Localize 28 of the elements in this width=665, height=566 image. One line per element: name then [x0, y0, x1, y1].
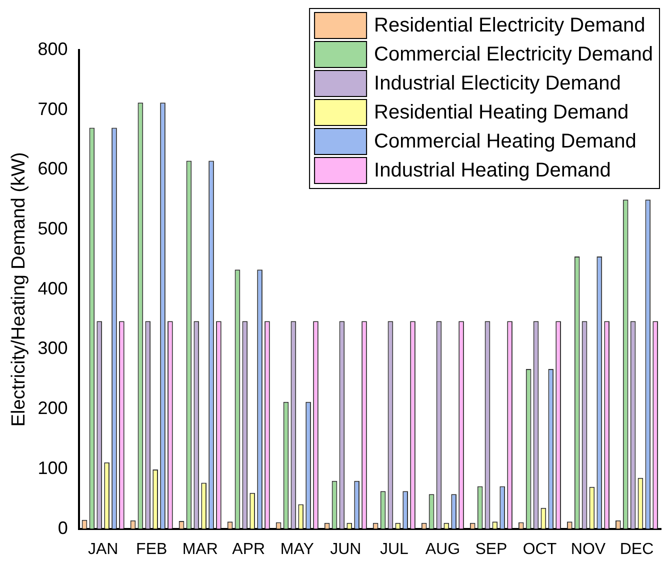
- x-tick-label: AUG: [425, 540, 460, 558]
- x-tick-label: DEC: [620, 540, 654, 558]
- y-tick-label: 500: [38, 218, 68, 239]
- x-tick-label: NOV: [570, 540, 606, 558]
- legend-label: Residential Heating Demand: [374, 102, 629, 124]
- y-tick-label: 200: [38, 398, 68, 418]
- y-tick-label: 100: [38, 458, 68, 478]
- legend-label: Commercial Electricity Demand: [374, 44, 654, 66]
- legend-label: Industrial Electicity Demand: [374, 72, 621, 95]
- x-tick-label: FEB: [136, 540, 168, 558]
- x-tick-label: APR: [232, 540, 266, 558]
- x-tick-label: JAN: [88, 540, 118, 558]
- y-tick-label: 800: [38, 38, 68, 59]
- x-tick-label: JUL: [380, 540, 408, 558]
- x-tick-label: JUN: [330, 540, 362, 558]
- y-tick-label: 300: [38, 338, 68, 358]
- x-tick-label: OCT: [522, 540, 557, 558]
- x-tick-label: MAR: [182, 540, 218, 558]
- legend-label: Industrial Heating Demand: [374, 160, 611, 182]
- y-tick-label: 700: [38, 98, 68, 119]
- y-tick-label: 0: [58, 518, 68, 538]
- x-tick-label: SEP: [475, 540, 508, 558]
- x-tick-label: MAY: [280, 540, 314, 558]
- y-tick-label: 400: [38, 278, 68, 298]
- y-tick-label: 600: [38, 158, 68, 179]
- y-axis-title: Electricity/Heating Demand (kW): [8, 152, 30, 427]
- legend-label: Residential Electricity Demand: [374, 14, 646, 37]
- legend-label: Commercial Heating Demand: [374, 130, 636, 153]
